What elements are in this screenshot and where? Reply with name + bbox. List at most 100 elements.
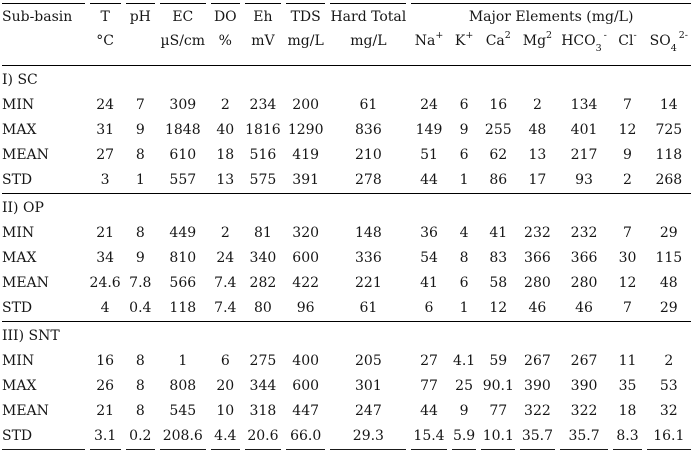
value-cell: 25 xyxy=(455,378,473,394)
value-cell: 610 xyxy=(169,147,197,163)
stat-label: MIN xyxy=(2,97,35,113)
value-cell: 1 xyxy=(459,172,469,188)
ion-header-mg: Mg2 xyxy=(522,30,553,49)
sub-basin-stats-table: Sub-basin T pH EC DO Eh TDS Hard Total M… xyxy=(0,3,693,450)
value-cell: 232 xyxy=(570,225,598,241)
value-cell: 8 xyxy=(135,378,145,394)
value-cell: 51 xyxy=(420,147,438,163)
value-cell: 44 xyxy=(420,172,438,188)
value-cell: 0.4 xyxy=(129,300,152,316)
value-cell: 46 xyxy=(528,300,547,316)
value-cell: 9 xyxy=(135,122,145,138)
value-cell: 21 xyxy=(96,225,115,241)
value-cell: 3 xyxy=(100,172,110,188)
value-cell: 20 xyxy=(216,378,235,394)
unit-sub-basin xyxy=(2,30,85,65)
value-cell: 10.1 xyxy=(481,424,516,450)
stat-label: STD xyxy=(2,300,33,316)
value-cell: 62 xyxy=(489,147,508,163)
value-cell: 40 xyxy=(216,122,235,138)
unit-t: °C xyxy=(96,33,114,49)
data-row: MEAN 27 8 610 18 516 419 210 51 6 62 13 217 9 118 xyxy=(2,143,691,168)
value-cell: 566 xyxy=(169,275,197,291)
ion-header-ca: Ca2 xyxy=(485,30,511,49)
data-row: MEAN 24.6 7.8 566 7.4 282 422 221 41 6 58 280 280 12 4… xyxy=(2,271,691,296)
value-cell: 12 xyxy=(489,300,508,316)
value-cell: 35.7 xyxy=(559,424,609,450)
value-cell: 6 xyxy=(220,353,230,369)
col-header-sub-basin: Sub-basin xyxy=(2,3,85,30)
value-cell: 35.7 xyxy=(520,424,555,450)
value-cell: 80 xyxy=(253,300,272,316)
value-cell: 400 xyxy=(292,353,320,369)
table-body: I) SC MIN 24 7 309 2 234 200 61 24 6 16 2 134 7 14 MAX 31… xyxy=(2,66,691,450)
data-row: MAX 34 9 810 24 340 600 336 54 8 83 366 366 30 115 xyxy=(2,246,691,271)
value-cell: 7 xyxy=(623,300,632,316)
value-cell: 278 xyxy=(355,172,382,188)
value-cell: 18 xyxy=(216,147,235,163)
value-cell: 24 xyxy=(216,250,235,266)
value-cell: 9 xyxy=(135,250,145,266)
value-cell: 205 xyxy=(355,353,382,369)
data-row: MIN 16 8 1 6 275 400 205 27 4.1 59 267 267 11 2 xyxy=(2,349,691,374)
value-cell: 247 xyxy=(355,403,382,419)
ion-header-so4: SO42- xyxy=(649,30,688,54)
value-cell: 4 xyxy=(459,225,469,241)
stat-label: MEAN xyxy=(2,147,49,163)
section-label: I) SC xyxy=(2,72,38,88)
value-cell: 134 xyxy=(570,97,598,113)
value-cell: 725 xyxy=(655,122,683,138)
value-cell: 115 xyxy=(655,250,683,266)
value-cell: 2 xyxy=(623,172,632,188)
unit-eh: mV xyxy=(251,33,275,49)
value-cell: 29 xyxy=(659,225,678,241)
rule-line xyxy=(2,321,691,322)
value-cell: 1 xyxy=(135,172,145,188)
value-cell: 221 xyxy=(355,275,382,291)
value-cell: 59 xyxy=(489,353,508,369)
unit-do: % xyxy=(218,33,232,49)
data-row: STD 4 0.4 118 7.4 80 96 61 6 1 12 46 46 7 29 xyxy=(2,296,691,321)
table-header: Sub-basin T pH EC DO Eh TDS Hard Total M… xyxy=(2,3,691,66)
value-cell: 4 xyxy=(100,300,110,316)
value-cell: 24 xyxy=(420,97,438,113)
value-cell: 557 xyxy=(169,172,197,188)
data-row: MIN 24 7 309 2 234 200 61 24 6 16 2 134 7 14 xyxy=(2,93,691,118)
value-cell: 8 xyxy=(135,353,145,369)
value-cell: 48 xyxy=(528,122,547,138)
data-row: MAX 26 8 808 20 344 600 301 77 25 90.1 390 390 35 53 xyxy=(2,374,691,399)
value-cell: 836 xyxy=(355,122,382,138)
value-cell: 232 xyxy=(524,225,551,241)
col-header-t: T xyxy=(89,3,121,30)
value-cell: 29 xyxy=(659,300,678,316)
value-cell: 36 xyxy=(420,225,438,241)
ion-header-hco3: HCO3- xyxy=(561,30,607,54)
value-cell: 318 xyxy=(249,403,277,419)
value-cell: 149 xyxy=(415,122,443,138)
value-cell: 810 xyxy=(169,250,197,266)
value-cell: 267 xyxy=(524,353,551,369)
col-header-ec: EC xyxy=(159,3,206,30)
value-cell: 1290 xyxy=(287,122,324,138)
section-divider-rule xyxy=(2,193,691,194)
value-cell: 66.0 xyxy=(285,424,326,450)
value-cell: 200 xyxy=(292,97,320,113)
value-cell: 545 xyxy=(169,403,197,419)
value-cell: 8.3 xyxy=(613,424,642,450)
header-divider-rule xyxy=(2,65,691,66)
value-cell: 268 xyxy=(655,172,683,188)
value-cell: 13 xyxy=(216,172,235,188)
value-cell: 390 xyxy=(570,378,598,394)
value-cell: 61 xyxy=(359,300,378,316)
value-cell: 366 xyxy=(570,250,598,266)
value-cell: 41 xyxy=(489,225,508,241)
value-cell: 12 xyxy=(618,275,637,291)
value-cell: 54 xyxy=(420,250,438,266)
value-cell: 210 xyxy=(355,147,382,163)
value-cell: 96 xyxy=(296,300,315,316)
value-cell: 5.9 xyxy=(451,424,477,450)
value-cell: 17 xyxy=(528,172,547,188)
value-cell: 1848 xyxy=(164,122,201,138)
unit-tds: mg/L xyxy=(287,33,324,49)
